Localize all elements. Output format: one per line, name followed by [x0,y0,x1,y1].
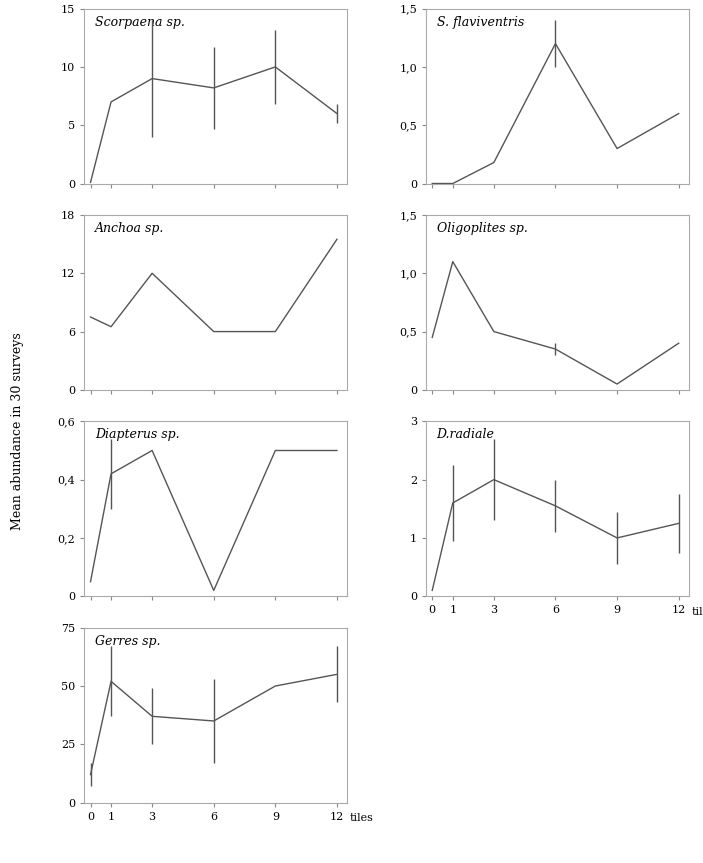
Text: Diapterus sp.: Diapterus sp. [95,428,179,441]
Text: Gerres sp.: Gerres sp. [95,634,160,648]
Text: tiles: tiles [692,607,703,617]
Text: Scorpaena sp.: Scorpaena sp. [95,16,185,28]
Text: S. flaviventris: S. flaviventris [437,16,524,28]
Text: D.radiale: D.radiale [437,428,494,441]
Text: tiles: tiles [350,813,374,823]
Text: Oligoplites sp.: Oligoplites sp. [437,222,527,235]
Text: Mean abundance in 30 surveys: Mean abundance in 30 surveys [11,332,24,531]
Text: Anchoa sp.: Anchoa sp. [95,222,165,235]
